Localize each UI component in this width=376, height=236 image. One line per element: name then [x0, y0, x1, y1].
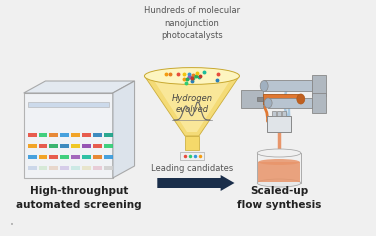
Bar	[257, 153, 301, 183]
Bar	[104, 166, 113, 170]
Bar	[104, 155, 113, 159]
Bar	[71, 133, 80, 137]
Bar	[272, 111, 276, 116]
Bar	[82, 166, 91, 170]
Ellipse shape	[257, 179, 301, 187]
Polygon shape	[24, 93, 113, 178]
Ellipse shape	[260, 80, 268, 92]
Polygon shape	[144, 76, 240, 136]
Bar	[104, 144, 113, 148]
Text: Hydrogen
evolved: Hydrogen evolved	[171, 94, 212, 114]
Bar	[185, 136, 199, 150]
Polygon shape	[152, 78, 232, 132]
Bar	[71, 144, 80, 148]
Bar	[39, 166, 47, 170]
Polygon shape	[113, 81, 135, 178]
Bar	[60, 133, 69, 137]
Bar	[71, 166, 80, 170]
Bar	[49, 133, 58, 137]
Bar	[282, 111, 286, 116]
Bar	[257, 97, 263, 101]
Bar	[312, 93, 326, 113]
Bar	[104, 133, 113, 137]
Bar	[49, 155, 58, 159]
Text: Hundreds of molecular
nanojunction
photocatalysts: Hundreds of molecular nanojunction photo…	[144, 6, 240, 40]
Bar	[60, 144, 69, 148]
Bar	[277, 111, 281, 116]
Bar	[39, 133, 47, 137]
Bar	[268, 98, 312, 108]
Polygon shape	[24, 81, 135, 93]
Bar	[93, 133, 102, 137]
Bar	[93, 166, 102, 170]
Bar	[60, 166, 69, 170]
Bar	[263, 94, 301, 104]
Text: Scaled-up
flow synthesis: Scaled-up flow synthesis	[237, 186, 321, 210]
Bar	[39, 144, 47, 148]
Bar	[267, 116, 291, 132]
Bar	[60, 155, 69, 159]
Ellipse shape	[297, 94, 305, 104]
Ellipse shape	[264, 98, 272, 108]
Bar	[93, 155, 102, 159]
Text: Leading candidates: Leading candidates	[151, 164, 233, 173]
Bar	[49, 166, 58, 170]
Ellipse shape	[258, 159, 300, 165]
FancyArrow shape	[157, 175, 235, 191]
Text: High-throughput
automated screening: High-throughput automated screening	[16, 186, 142, 210]
Bar	[28, 133, 36, 137]
Bar	[82, 144, 91, 148]
Ellipse shape	[257, 149, 301, 157]
Bar	[39, 155, 47, 159]
Bar	[28, 166, 36, 170]
Bar	[82, 133, 91, 137]
Bar	[28, 155, 36, 159]
Bar	[258, 162, 300, 182]
Text: •: •	[10, 222, 14, 228]
Bar	[28, 144, 36, 148]
Bar	[264, 80, 312, 91]
Bar	[82, 155, 91, 159]
Bar	[312, 75, 326, 96]
Bar	[180, 152, 204, 160]
Bar	[28, 102, 109, 107]
Bar	[71, 155, 80, 159]
Bar	[49, 144, 58, 148]
Ellipse shape	[144, 67, 240, 84]
Bar	[93, 144, 102, 148]
Bar	[241, 90, 263, 108]
